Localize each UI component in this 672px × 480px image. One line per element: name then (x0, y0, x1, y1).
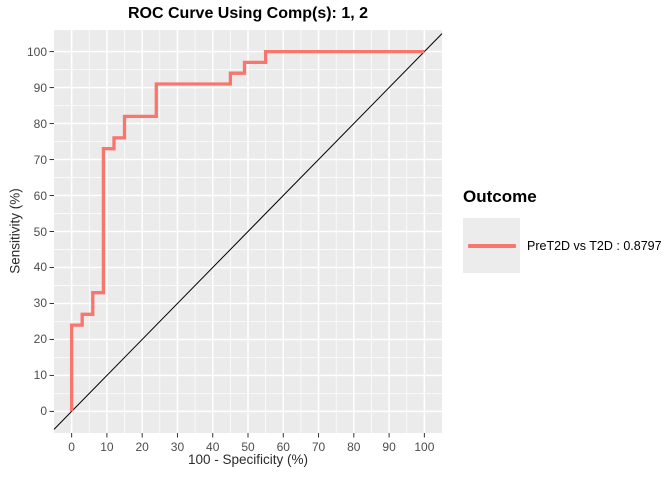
y-tick-label: 100 (26, 44, 47, 59)
y-tick-label: 30 (33, 296, 47, 311)
x-tick-label: 40 (206, 440, 220, 454)
x-tick-label: 90 (382, 440, 396, 454)
y-tick-label: 50 (33, 224, 47, 239)
reference-diagonal-line (53, 33, 443, 430)
roc-curve-line (69, 49, 425, 412)
legend-key (463, 218, 520, 273)
x-tick-label: 70 (311, 440, 326, 454)
y-tick-label: 60 (33, 188, 47, 203)
legend-title: Outcome (463, 187, 537, 206)
y-tick-label: 80 (33, 116, 47, 131)
x-tick-label: 100 (414, 440, 435, 454)
x-tick-label: 60 (276, 440, 290, 454)
x-tick-label: 0 (68, 440, 75, 454)
x-tick-label: 10 (100, 440, 114, 454)
y-axis-label: Sensitivity (%) (7, 188, 23, 274)
y-tick-label: 20 (33, 332, 47, 347)
y-tick-label: 90 (33, 80, 47, 95)
y-tick-label: 10 (33, 368, 47, 383)
x-tick-label: 30 (170, 440, 185, 454)
x-tick-label: 20 (135, 440, 149, 454)
legend-entry-label: PreT2D vs T2D : 0.8797 (527, 239, 662, 253)
y-tick-label: 0 (40, 404, 47, 419)
chart-title: ROC Curve Using Comp(s): 1, 2 (127, 5, 369, 22)
x-tick-label: 80 (347, 440, 361, 454)
x-axis-label: 100 - Specificity (%) (187, 452, 309, 467)
x-tick-label: 50 (241, 440, 255, 454)
y-tick-label: 70 (33, 152, 47, 167)
y-tick-label: 40 (33, 260, 47, 275)
legend-key-line-icon (468, 244, 516, 248)
